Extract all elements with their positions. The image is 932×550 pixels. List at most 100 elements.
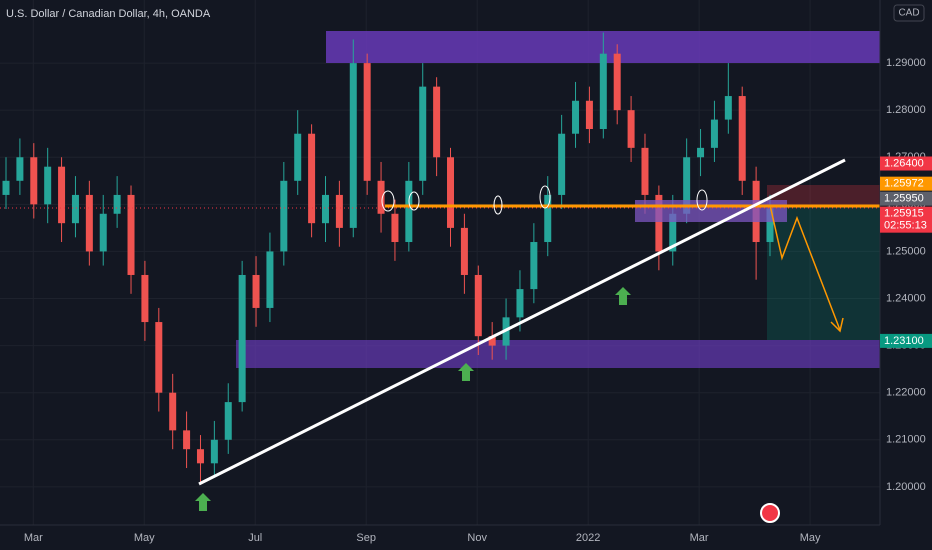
price-label: 1.25950	[884, 193, 924, 205]
candle-body	[544, 194, 552, 243]
candle-body	[252, 274, 260, 308]
candle-body	[196, 449, 204, 464]
trendline	[198, 158, 846, 486]
event-icon	[760, 503, 780, 523]
candle-body	[169, 392, 177, 431]
candle-body	[558, 133, 566, 195]
candle-body	[599, 53, 607, 130]
candle-body	[738, 96, 746, 181]
touch-marks	[381, 185, 708, 215]
y-tick-label: 1.22000	[886, 387, 926, 399]
x-tick-label: Jul	[248, 532, 262, 544]
price-label: 1.23100	[884, 335, 924, 347]
candle-body	[585, 100, 593, 130]
touch-mark	[696, 189, 708, 211]
x-tick-label: May	[800, 532, 821, 544]
candle-body	[516, 289, 524, 318]
candle-body	[572, 100, 580, 134]
candle-body	[655, 194, 663, 252]
y-tick-label: 1.28000	[886, 104, 926, 116]
up-arrow	[458, 363, 474, 381]
touch-mark	[539, 185, 551, 209]
price-label: 1.25915	[884, 208, 924, 220]
candle-body	[238, 274, 246, 403]
price-label-box	[880, 333, 932, 348]
touch-mark	[381, 190, 395, 212]
candle-body	[280, 180, 288, 252]
candle-body	[474, 274, 482, 337]
candle-body	[724, 96, 732, 120]
price-label: 1.25972	[884, 178, 924, 190]
candle-body	[210, 439, 218, 464]
candle-body	[697, 147, 705, 158]
candle-body	[669, 213, 677, 252]
candle-body	[433, 86, 441, 158]
candle-body	[447, 157, 455, 228]
touch-mark	[408, 191, 420, 211]
candle-body	[627, 110, 635, 148]
candle-body	[349, 63, 357, 228]
candle-body	[99, 213, 107, 252]
x-tick-label: Nov	[467, 532, 487, 544]
target-zone	[767, 207, 880, 340]
candle-body	[377, 180, 385, 214]
candle-body	[488, 336, 496, 346]
candle-body	[321, 194, 329, 224]
price-label-box	[880, 176, 932, 191]
candle-body	[266, 251, 274, 308]
y-tick-label: 1.20000	[886, 481, 926, 493]
y-tick-label: 1.21000	[886, 434, 926, 446]
candle-body	[141, 274, 149, 323]
price-label-box	[880, 156, 932, 171]
retest-zone	[635, 200, 787, 222]
candle-body	[613, 53, 621, 111]
x-tick-label: Sep	[356, 532, 376, 544]
candle-body	[44, 166, 52, 205]
x-tick-label: Mar	[690, 532, 709, 544]
candle-body	[58, 166, 66, 224]
candle-body	[155, 322, 163, 393]
candle-body	[391, 213, 399, 243]
grid	[0, 0, 880, 525]
up-arrow	[195, 493, 211, 511]
projection-arrowhead	[830, 317, 844, 333]
candle-body	[294, 133, 302, 181]
countdown: 02:55:13	[884, 220, 927, 232]
candle-body	[405, 180, 413, 243]
candle-body	[16, 157, 24, 181]
touch-mark	[493, 195, 503, 215]
candle-body	[2, 180, 10, 195]
candle-body	[363, 63, 371, 181]
candle-body	[183, 430, 191, 450]
axes: 1.200001.210001.220001.230001.240001.250…	[24, 57, 932, 544]
candle-body	[710, 119, 718, 148]
candle-body	[683, 157, 691, 214]
currency-badge[interactable]	[893, 4, 925, 22]
y-tick-label: 1.25000	[886, 245, 926, 257]
price-label-box	[880, 206, 932, 233]
annotations	[0, 158, 880, 523]
candle-body	[641, 147, 649, 195]
candle-body	[85, 194, 93, 252]
up-arrows	[195, 287, 631, 511]
price-label-box	[880, 191, 932, 206]
candles	[2, 32, 774, 485]
candle-body	[308, 133, 316, 224]
chart-title: U.S. Dollar / Canadian Dollar, 4h, OANDA	[6, 8, 211, 20]
projection	[769, 204, 841, 331]
candle-body	[127, 194, 135, 275]
candle-body	[71, 194, 79, 224]
support-zone	[236, 340, 880, 368]
x-tick-label: May	[134, 532, 155, 544]
x-tick-label: Mar	[24, 532, 43, 544]
currency-label: CAD	[898, 8, 919, 19]
stop-zone	[767, 185, 880, 207]
candle-body	[30, 157, 38, 205]
candle-body	[335, 194, 343, 228]
candle-body	[113, 194, 121, 214]
candle-body	[460, 227, 468, 275]
candle-body	[530, 242, 538, 290]
x-tick-label: 2022	[576, 532, 600, 544]
